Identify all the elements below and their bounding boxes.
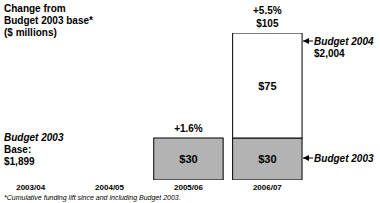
chart: Change fromBudget 2003 base*($ millions)… xyxy=(0,0,380,203)
annotation: +1.6% xyxy=(174,123,203,134)
annotation: $105 xyxy=(256,18,279,29)
tick: 2004/05 xyxy=(95,181,124,192)
title: Change fromBudget 2003 base*($ millions) xyxy=(4,3,93,38)
annotation: Base: xyxy=(4,144,31,155)
footnote: *Cumulative funding lift since and inclu… xyxy=(4,194,181,202)
arrow xyxy=(303,41,313,42)
data-label: $30 xyxy=(179,153,197,165)
annotations: +1.6% +5.5% $105 Budget 2003 Budget 2004$2,0… xyxy=(4,5,374,167)
tick-label: 2006/07 xyxy=(253,183,282,192)
tick: 2003/04 xyxy=(16,181,45,192)
annotation: +5.5% xyxy=(253,5,282,16)
bar xyxy=(233,33,302,138)
tick-label: 2003/04 xyxy=(16,183,45,192)
tick-label: 2004/05 xyxy=(95,183,124,192)
bar xyxy=(154,138,223,180)
data-label: $30 xyxy=(258,153,276,165)
series-label: Budget 2003 xyxy=(314,153,374,164)
bar xyxy=(233,138,302,180)
bars xyxy=(154,33,302,180)
x-axis: 2003/04 2004/05 2005/06 2006/07 xyxy=(0,181,307,192)
series-label: Budget 2004 xyxy=(314,36,374,47)
data-label: $75 xyxy=(258,80,276,92)
arrow xyxy=(303,158,313,159)
tick-label: 2005/06 xyxy=(174,183,203,192)
tick: 2006/07 xyxy=(253,181,282,192)
annotation: $2,004 xyxy=(314,48,345,59)
tick: 2005/06 xyxy=(174,181,203,192)
annotation: Budget 2003 xyxy=(4,132,64,143)
annotation: $1,899 xyxy=(4,156,35,167)
